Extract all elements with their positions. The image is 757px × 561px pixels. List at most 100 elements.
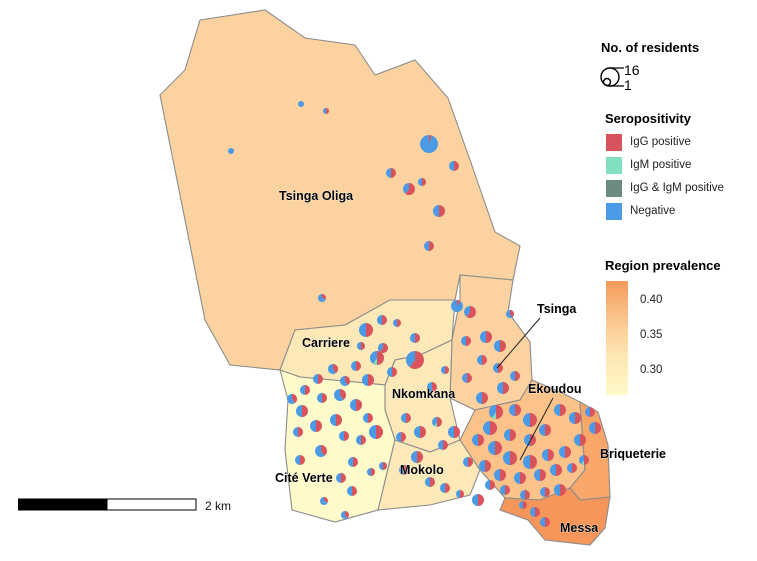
legend-item-igg-igm: IgG & IgM positive xyxy=(606,179,724,197)
resident-pie xyxy=(494,340,506,352)
resident-pie xyxy=(476,392,488,404)
prevalence-color-bar xyxy=(606,281,628,395)
resident-pie xyxy=(317,294,326,302)
resident-pie xyxy=(396,432,406,442)
resident-pie xyxy=(411,451,423,463)
prevalence-tick-035: 0.35 xyxy=(640,329,663,341)
resident-pie xyxy=(406,351,424,370)
swatch-igg-igm xyxy=(606,179,622,197)
size-legend-min: 1 xyxy=(624,77,632,93)
resident-pie xyxy=(494,469,506,481)
resident-pie xyxy=(351,361,361,371)
resident-pie xyxy=(295,455,305,465)
resident-pie xyxy=(542,449,554,461)
prevalence-tick-030: 0.30 xyxy=(640,364,663,376)
resident-pie xyxy=(356,435,366,445)
legend-label-igm: IgM positive xyxy=(630,159,692,171)
resident-pie xyxy=(585,407,595,417)
swatch-negative xyxy=(606,202,622,220)
resident-pie xyxy=(449,161,459,171)
resident-pie xyxy=(579,455,589,465)
label-tsinga: Tsinga xyxy=(537,302,577,316)
scale-bar-label: 2 km xyxy=(205,499,232,513)
label-tsinga-oliga: Tsinga Oliga xyxy=(279,189,354,203)
resident-pie xyxy=(441,366,449,374)
scale-bar xyxy=(18,498,197,511)
resident-pie xyxy=(539,424,551,436)
label-carriere: Carriere xyxy=(302,336,350,350)
resident-pie xyxy=(461,336,471,346)
resident-pie xyxy=(336,473,346,483)
legend-label-negative: Negative xyxy=(630,205,676,217)
resident-pie xyxy=(493,363,503,373)
resident-pie xyxy=(298,101,304,107)
resident-pie xyxy=(393,319,401,327)
resident-pie xyxy=(410,333,420,343)
resident-pie xyxy=(554,404,566,416)
resident-pie xyxy=(480,331,492,343)
resident-pie xyxy=(367,468,375,476)
legend-seropositivity-title: Seropositivity xyxy=(605,111,691,126)
resident-pie xyxy=(403,183,416,195)
resident-pie xyxy=(504,429,516,441)
resident-pie xyxy=(530,507,540,517)
label-briqueterie: Briqueterie xyxy=(600,447,666,461)
size-legend-max: 16 xyxy=(624,62,640,78)
resident-pie xyxy=(286,394,297,404)
resident-pie xyxy=(497,382,509,394)
label-cite-verte: Cité Verte xyxy=(275,471,333,485)
resident-pie xyxy=(472,434,484,446)
resident-pie xyxy=(554,484,566,496)
resident-pie xyxy=(379,462,387,470)
resident-pie xyxy=(317,393,327,403)
resident-pie xyxy=(418,178,426,186)
resident-pie xyxy=(314,445,327,458)
resident-pie xyxy=(362,374,374,386)
resident-pie xyxy=(296,405,308,417)
resident-pie xyxy=(377,343,388,353)
resident-pie xyxy=(485,480,495,490)
resident-pie xyxy=(341,511,350,519)
resident-pie xyxy=(524,434,536,446)
resident-pie xyxy=(320,497,328,505)
legend-item-igg: IgG positive xyxy=(606,133,691,151)
resident-pie xyxy=(424,241,434,251)
label-mokolo: Mokolo xyxy=(400,463,444,477)
resident-pie xyxy=(386,168,396,178)
legend-item-igm: IgM positive xyxy=(606,156,691,174)
legend-item-negative: Negative xyxy=(606,202,675,220)
resident-pie xyxy=(456,490,464,498)
resident-pie xyxy=(540,487,550,497)
resident-pie xyxy=(519,501,527,509)
label-messa: Messa xyxy=(560,521,599,535)
resident-pie xyxy=(574,434,586,446)
resident-pie xyxy=(464,306,476,319)
resident-pie xyxy=(333,389,346,401)
resident-pie xyxy=(450,300,463,313)
resident-pie xyxy=(550,464,562,476)
resident-pie xyxy=(350,399,362,411)
resident-pie xyxy=(520,490,530,500)
resident-pie xyxy=(369,425,383,439)
resident-pie xyxy=(313,374,323,384)
resident-pie xyxy=(359,323,373,337)
resident-pie xyxy=(506,310,514,318)
resident-pie xyxy=(523,455,537,469)
resident-pie xyxy=(510,371,520,381)
resident-pie xyxy=(387,367,397,377)
resident-pie xyxy=(425,477,435,487)
resident-pie xyxy=(472,494,484,506)
resident-pie xyxy=(448,426,460,438)
resident-pie xyxy=(463,457,473,467)
legend-label-igg-igm: IgG & IgM positive xyxy=(630,182,724,194)
prevalence-tick-040: 0.40 xyxy=(640,294,663,306)
label-ekoudou: Ekoudou xyxy=(528,382,581,396)
resident-pie xyxy=(440,483,450,493)
resident-pie xyxy=(420,135,438,153)
resident-pie xyxy=(479,460,491,472)
tsinga-leader-line xyxy=(496,317,541,369)
resident-pie xyxy=(363,413,373,423)
resident-pie xyxy=(327,364,338,375)
resident-pie xyxy=(401,413,411,423)
